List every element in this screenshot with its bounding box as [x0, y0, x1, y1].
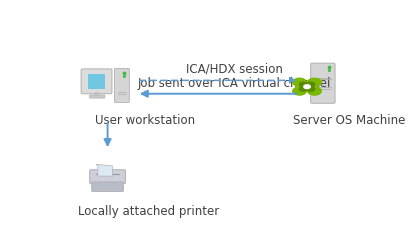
- Polygon shape: [96, 164, 112, 176]
- Text: ICA/HDX session: ICA/HDX session: [186, 62, 283, 76]
- FancyBboxPatch shape: [114, 68, 129, 102]
- Circle shape: [308, 87, 321, 95]
- Bar: [88, 74, 105, 89]
- FancyBboxPatch shape: [81, 69, 112, 94]
- FancyBboxPatch shape: [90, 170, 125, 184]
- Text: Locally attached printer: Locally attached printer: [78, 205, 220, 218]
- FancyBboxPatch shape: [311, 63, 335, 103]
- Circle shape: [307, 87, 315, 91]
- Circle shape: [299, 87, 307, 91]
- Text: Job sent over ICA virtual channel: Job sent over ICA virtual channel: [137, 77, 331, 90]
- Polygon shape: [95, 93, 99, 95]
- Text: Server OS Machine: Server OS Machine: [293, 114, 405, 127]
- Circle shape: [308, 78, 321, 86]
- Circle shape: [293, 87, 306, 95]
- FancyBboxPatch shape: [92, 182, 124, 191]
- Circle shape: [304, 85, 310, 89]
- Circle shape: [293, 78, 306, 86]
- Circle shape: [299, 82, 307, 87]
- Circle shape: [307, 82, 315, 87]
- FancyBboxPatch shape: [89, 95, 105, 98]
- Text: User workstation: User workstation: [95, 114, 195, 127]
